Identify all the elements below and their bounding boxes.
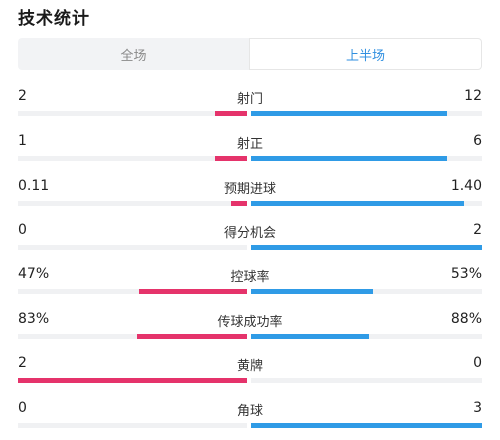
home-bar [18, 378, 247, 383]
home-bar-track [18, 378, 247, 383]
home-value: 0.11 [18, 178, 50, 194]
home-bar-track [18, 289, 247, 294]
away-value: 2 [473, 222, 482, 238]
tab-first-half[interactable]: 上半场 [249, 38, 482, 70]
stat-row: 2 射门 12 [0, 88, 500, 128]
stat-row: 1 射正 6 [0, 133, 500, 173]
away-bar [251, 289, 374, 294]
home-bar-track [18, 334, 247, 339]
home-bar-track [18, 245, 247, 250]
home-value: 2 [18, 355, 27, 371]
away-bar-track [251, 111, 482, 116]
home-bar [137, 334, 247, 339]
stat-row: 0 角球 3 [0, 400, 500, 440]
stat-row: 0.11 预期进球 1.40 [0, 178, 500, 218]
stat-label: 黄牌 [236, 359, 263, 374]
away-bar [251, 156, 448, 161]
home-value: 0 [18, 400, 27, 416]
home-bar-track [18, 201, 247, 206]
period-tabs: 全场 上半场 [18, 38, 482, 70]
home-value: 2 [18, 88, 27, 104]
away-value: 3 [473, 400, 482, 416]
home-value: 47% [18, 266, 50, 282]
home-value: 83% [18, 311, 50, 327]
away-bar [251, 423, 482, 428]
home-bar [214, 111, 247, 116]
away-value: 1.40 [450, 178, 482, 194]
tab-full-match[interactable]: 全场 [120, 48, 147, 64]
stat-row: 0 得分机会 2 [0, 222, 500, 262]
home-bar [230, 201, 247, 206]
stat-row: 83% 传球成功率 88% [0, 311, 500, 351]
away-bar [251, 245, 482, 250]
stat-row: 2 黄牌 0 [0, 355, 500, 395]
away-value: 53% [450, 266, 482, 282]
away-bar-track [251, 423, 482, 428]
away-value: 12 [464, 88, 482, 104]
home-bar-track [18, 423, 247, 428]
away-bar-track [251, 334, 482, 339]
page-title: 技术统计 [18, 9, 90, 29]
away-bar-track [251, 289, 482, 294]
home-value: 0 [18, 222, 27, 238]
home-bar [214, 156, 247, 161]
stat-label: 角球 [236, 404, 263, 419]
stat-label: 传球成功率 [217, 315, 283, 330]
home-bar [139, 289, 247, 294]
away-bar [251, 111, 448, 116]
away-bar [251, 201, 464, 206]
home-value: 1 [18, 133, 27, 149]
away-value: 6 [473, 133, 482, 149]
stat-row: 47% 控球率 53% [0, 266, 500, 306]
stat-label: 射正 [236, 137, 263, 152]
away-bar-track [251, 156, 482, 161]
stat-label: 射门 [236, 92, 263, 107]
stat-label: 控球率 [230, 270, 270, 285]
away-bar-track [251, 201, 482, 206]
home-bar-track [18, 156, 247, 161]
home-bar-track [18, 111, 247, 116]
stat-label: 预期进球 [223, 182, 276, 197]
away-value: 0 [473, 355, 482, 371]
away-bar [251, 334, 369, 339]
stat-label: 得分机会 [223, 226, 276, 241]
away-bar-track [251, 378, 482, 383]
away-value: 88% [450, 311, 482, 327]
away-bar-track [251, 245, 482, 250]
